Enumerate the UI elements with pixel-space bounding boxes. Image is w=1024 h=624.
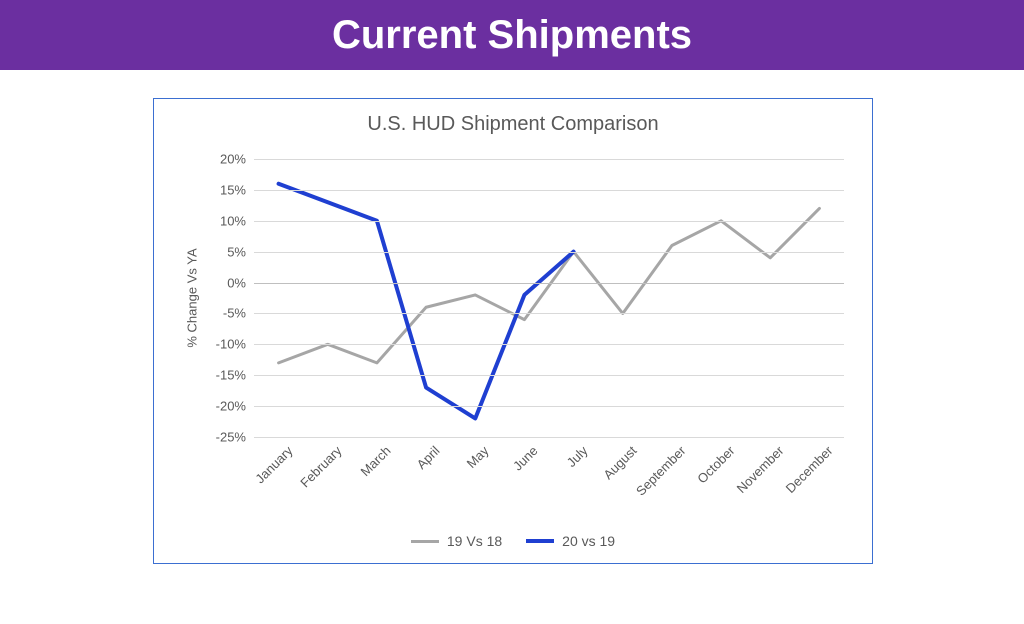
legend-item: 19 Vs 18 (411, 533, 502, 549)
y-tick-label: 20% (220, 152, 254, 167)
y-axis-title: % Change Vs YA (185, 248, 200, 347)
gridline (254, 159, 844, 160)
x-tick-label: November (734, 443, 787, 496)
x-tick-label: July (563, 443, 590, 470)
y-tick-label: -25% (216, 430, 254, 445)
x-tick-label: March (357, 443, 393, 479)
gridline (254, 221, 844, 222)
y-tick-label: 15% (220, 182, 254, 197)
gridline (254, 375, 844, 376)
y-tick-label: 0% (227, 275, 254, 290)
gridline (254, 313, 844, 314)
chart-title: U.S. HUD Shipment Comparison (154, 113, 872, 136)
y-tick-label: -20% (216, 399, 254, 414)
legend-swatch (526, 539, 554, 543)
y-tick-label: 5% (227, 244, 254, 259)
header-bar: Current Shipments (0, 0, 1024, 70)
plot-area: -25%-20%-15%-10%-5%0%5%10%15%20%JanuaryF… (254, 159, 844, 437)
chart-legend: 19 Vs 18 20 vs 19 (154, 530, 872, 550)
page-title: Current Shipments (0, 0, 1024, 70)
y-tick-label: -15% (216, 368, 254, 383)
gridline (254, 252, 844, 253)
x-tick-label: September (633, 443, 689, 499)
legend-item: 20 vs 19 (526, 533, 615, 549)
x-tick-label: December (783, 443, 836, 496)
y-tick-label: -10% (216, 337, 254, 352)
gridline (254, 406, 844, 407)
series-line (279, 184, 574, 419)
gridline (254, 344, 844, 345)
x-tick-label: August (600, 443, 639, 482)
gridline (254, 283, 844, 284)
x-tick-label: May (464, 443, 492, 471)
gridline (254, 190, 844, 191)
series-line (279, 208, 820, 362)
legend-label: 19 Vs 18 (447, 533, 502, 549)
y-tick-label: 10% (220, 213, 254, 228)
legend-swatch (411, 540, 439, 543)
chart-lines-svg (254, 159, 844, 437)
x-tick-label: June (510, 443, 541, 474)
y-tick-label: -5% (223, 306, 254, 321)
x-tick-label: October (694, 443, 737, 486)
x-tick-label: January (252, 443, 295, 486)
legend-label: 20 vs 19 (562, 533, 615, 549)
x-tick-label: February (297, 443, 344, 490)
gridline (254, 437, 844, 438)
x-tick-label: April (414, 443, 443, 472)
chart-frame: U.S. HUD Shipment Comparison % Change Vs… (153, 98, 873, 564)
